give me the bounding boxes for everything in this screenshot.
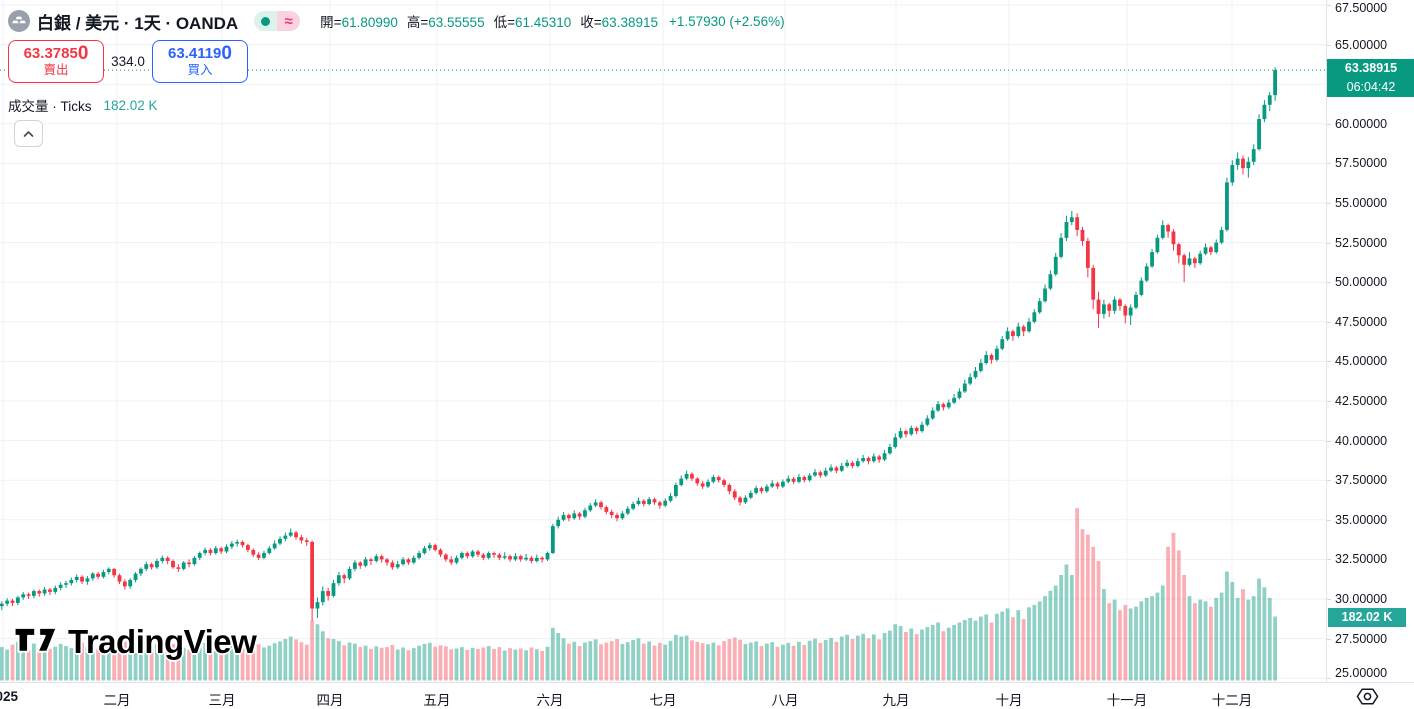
price-tick-label: 47.50000 <box>1335 314 1388 329</box>
price-tick-label: 27.50000 <box>1335 631 1388 646</box>
sell-button[interactable]: 63.37850 賣出 <box>8 40 104 83</box>
price-tick-label: 67.50000 <box>1335 1 1388 15</box>
spread-value: 334.0 <box>111 54 145 69</box>
candlestick-volume-chart[interactable] <box>0 0 1326 682</box>
delayed-data-indicator[interactable]: ≈ <box>277 11 301 31</box>
price-tick-label: 50.00000 <box>1335 275 1388 290</box>
last-price-value: 63.38915 <box>1344 61 1398 76</box>
time-axis-label: 十二月 <box>1211 693 1253 708</box>
ohlc-values: 開=61.80990 高=63.55555 低=61.45310 收=63.38… <box>320 11 784 31</box>
price-tick-label: 25.00000 <box>1335 666 1388 680</box>
price-tick-mark <box>1327 124 1331 125</box>
price-tick-label: 45.00000 <box>1335 354 1388 369</box>
ohlc-close: 收=63.38915 <box>580 15 658 30</box>
time-axis-label: 十一月 <box>1106 693 1148 708</box>
buy-price: 63.41190 <box>168 43 232 64</box>
tradingview-watermark-text: TradingView <box>68 622 257 660</box>
time-axis-label: 2025 <box>0 689 19 704</box>
market-open-indicator[interactable] <box>254 11 278 31</box>
market-status-pill[interactable]: ≈ <box>254 11 301 31</box>
time-axis[interactable]: 2025 二月 三月 四月 五月 六月 七月 八月 九月 十月 十一月 十二月 <box>0 682 1414 709</box>
volume-indicator-value: 182.02 K <box>103 97 158 113</box>
trade-panel: 63.37850 賣出 334.0 63.41190 買入 <box>8 40 248 83</box>
price-tick-mark <box>1327 559 1331 560</box>
price-tick-label: 65.00000 <box>1335 37 1388 52</box>
sell-label: 賣出 <box>43 63 69 77</box>
price-tick-mark <box>1327 361 1331 362</box>
price-tick-label: 57.50000 <box>1335 156 1388 171</box>
tradingview-logo-icon <box>13 619 59 664</box>
price-tick-mark <box>1327 639 1331 640</box>
buy-button[interactable]: 63.41190 買入 <box>152 40 248 83</box>
bar-close-countdown: 06:04:42 <box>1346 80 1396 95</box>
price-chart-pane[interactable]: TradingView <box>0 0 1326 682</box>
silver-symbol-logo-icon <box>8 10 30 32</box>
price-tick-mark <box>1327 599 1331 600</box>
price-axis[interactable]: 63.38915 06:04:42 182.02 K 67.50000 65.00… <box>1326 0 1414 682</box>
price-tick-mark <box>1327 322 1331 323</box>
time-axis-label: 八月 <box>771 693 799 708</box>
time-axis-label: 六月 <box>536 693 564 708</box>
price-tick-label: 40.00000 <box>1335 433 1388 448</box>
ohlc-open: 開=61.80990 <box>320 15 398 30</box>
time-axis-label: 三月 <box>208 693 236 708</box>
price-change: +1.57930 (+2.56%) <box>668 13 785 29</box>
price-tick-mark <box>1327 401 1331 402</box>
price-tick-label: 42.50000 <box>1335 394 1388 408</box>
price-tick-label: 52.50000 <box>1335 235 1388 250</box>
chart-legend: 白銀 / 美元 · 1天 · OANDA ≈ 開=61.80990 高=63.5… <box>8 8 785 34</box>
time-axis-label: 九月 <box>882 693 910 708</box>
symbol-title[interactable]: 白銀 / 美元 · 1天 · OANDA <box>37 13 239 33</box>
ohlc-high: 高=63.55555 <box>406 15 485 30</box>
price-tick-mark <box>1327 203 1331 204</box>
time-axis-label: 五月 <box>423 693 451 708</box>
volume-indicator-title[interactable]: 成交量 · Ticks <box>8 99 92 114</box>
ohlc-low: 低=61.45310 <box>493 15 572 30</box>
price-tick-mark <box>1327 5 1331 6</box>
price-tick-label: 35.00000 <box>1335 512 1388 527</box>
last-price-label: 63.38915 06:04:42 <box>1327 59 1414 98</box>
price-tick-label: 30.00000 <box>1335 592 1388 606</box>
price-tick-label: 37.50000 <box>1335 473 1388 488</box>
time-axis-label: 十月 <box>995 693 1023 708</box>
price-tick-mark <box>1327 441 1331 442</box>
time-axis-label: 七月 <box>649 693 677 708</box>
price-tick-mark <box>1327 678 1331 679</box>
price-tick-mark <box>1327 282 1331 283</box>
chevron-up-icon <box>23 130 34 137</box>
volume-indicator-legend: 成交量 · Ticks 182.02 K <box>8 95 158 115</box>
price-tick-mark <box>1327 480 1331 481</box>
axis-settings-icon[interactable] <box>1356 686 1379 707</box>
price-tick-label: 32.50000 <box>1335 552 1388 567</box>
market-open-dot-icon <box>261 16 271 26</box>
delayed-data-approx-icon: ≈ <box>284 12 293 30</box>
price-tick-mark <box>1327 520 1331 521</box>
buy-label: 買入 <box>187 63 213 77</box>
price-tick-mark <box>1327 163 1331 164</box>
collapse-indicator-button[interactable] <box>14 120 43 147</box>
volume-axis-label: 182.02 K <box>1328 607 1406 627</box>
price-tick-label: 55.00000 <box>1335 196 1388 210</box>
time-axis-label: 四月 <box>316 693 344 708</box>
sell-price: 63.37850 <box>23 43 89 64</box>
price-tick-label: 60.00000 <box>1335 116 1388 131</box>
tradingview-watermark[interactable]: TradingView <box>13 619 257 664</box>
time-axis-label: 二月 <box>103 693 131 708</box>
price-tick-mark <box>1327 45 1331 46</box>
price-tick-mark <box>1327 243 1331 244</box>
